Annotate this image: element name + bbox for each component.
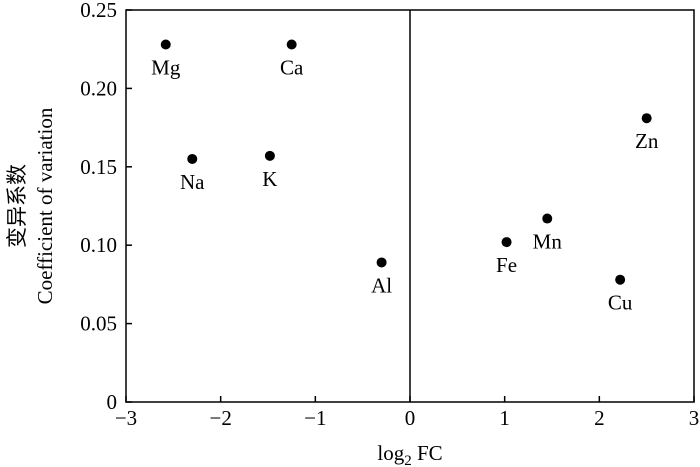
data-point-ca [286,39,297,50]
data-point-zn [641,113,652,124]
x-tick-label: −2 [209,406,231,430]
x-tick-label: −1 [304,406,326,430]
data-point-k [264,150,275,161]
x-tick-label: 0 [405,406,416,430]
data-point-cu [615,274,626,285]
point-label-al: Al [371,273,392,297]
point-label-mg: Mg [151,55,181,79]
data-point-mn [542,213,553,224]
x-tick-label: 3 [689,406,700,430]
y-tick-label: 0.05 [80,312,117,336]
x-axis-title: log2 FC [377,441,442,467]
y-tick-label: 0 [107,390,118,414]
point-label-fe: Fe [496,253,517,277]
point-label-cu: Cu [608,291,633,315]
x-tick-label: 1 [499,406,510,430]
data-point-fe [501,237,512,248]
point-label-k: K [262,167,277,191]
data-point-mg [160,39,171,50]
y-axis-ticks: 0 0.05 0.10 0.15 0.20 0.25 [80,0,132,414]
y-tick-label: 0.10 [80,233,117,257]
y-tick-label: 0.15 [80,155,117,179]
point-label-ca: Ca [280,55,304,79]
point-label-na: Na [180,170,205,194]
data-point-al [376,257,387,268]
point-label-zn: Zn [635,129,659,153]
x-axis-ticks: −3 −2 −1 0 1 2 3 [115,396,699,430]
point-label-mn: Mn [533,230,563,254]
y-axis-title-en: Coefficient of variation [33,107,57,304]
x-tick-label: −3 [115,406,137,430]
y-tick-label: 0.20 [80,76,117,100]
data-points: Mg Ca Na K Al Fe Mn Cu Zn [151,39,659,315]
y-axis-title-cn: 变异系数 [5,164,29,248]
y-tick-label: 0.25 [80,0,117,22]
data-point-na [187,153,198,164]
x-tick-label: 2 [594,406,605,430]
